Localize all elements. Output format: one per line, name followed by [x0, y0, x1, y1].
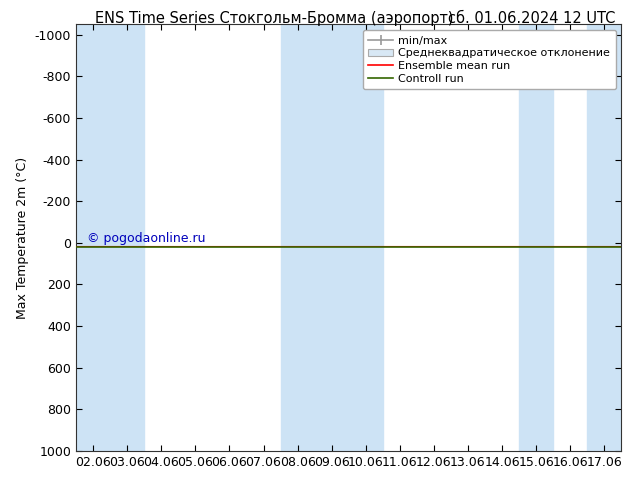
Bar [314, 24, 349, 451]
Bar [110, 24, 144, 451]
Bar [76, 24, 110, 451]
Text: сб. 01.06.2024 12 UTC: сб. 01.06.2024 12 UTC [448, 11, 615, 26]
Y-axis label: Max Temperature 2m (°C): Max Temperature 2m (°C) [16, 157, 29, 318]
Bar [519, 24, 553, 451]
Text: ENS Time Series Стокгольм-Бромма (аэропорт): ENS Time Series Стокгольм-Бромма (аэропо… [95, 11, 453, 26]
Bar [349, 24, 383, 451]
Legend: min/max, Среднеквадратическое отклонение, Ensemble mean run, Controll run: min/max, Среднеквадратическое отклонение… [363, 30, 616, 90]
Text: © pogodaonline.ru: © pogodaonline.ru [87, 232, 205, 245]
Bar [587, 24, 621, 451]
Bar [280, 24, 314, 451]
